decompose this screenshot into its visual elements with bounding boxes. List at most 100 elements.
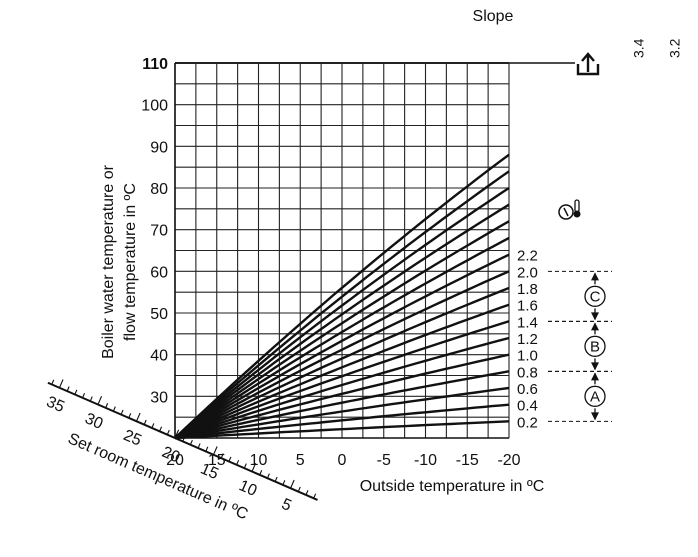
heating-curve-3.2 [174, 170, 510, 439]
y-tick-label: 30 [150, 389, 168, 406]
room-axis-tick [135, 412, 141, 422]
max-flow-temperature-icon [576, 52, 600, 76]
x-tick-label: 0 [338, 452, 347, 469]
room-axis-tick [228, 456, 232, 462]
heating-curve-2.8 [174, 203, 510, 439]
room-axis-tick [51, 379, 55, 385]
slope-labels: 3.43.23.02.82.62.42.22.01.81.61.41.21.00… [517, 38, 682, 431]
room-axis-tick [266, 473, 270, 479]
x-axis-ticks: 20 15 10 5 0 -5 -10 -15 -20 [166, 452, 521, 469]
room-axis-tick [166, 429, 170, 435]
room-axis-tick [189, 439, 193, 445]
slope-label-top: 3.2 [666, 38, 682, 58]
room-axis-tick [313, 493, 317, 499]
heating-curve-0.4 [174, 403, 510, 440]
range-arrowhead [591, 272, 599, 281]
x-tick-label: -20 [497, 452, 520, 469]
room-axis-tick [220, 453, 224, 459]
room-axis-tick [205, 446, 209, 452]
room-tick-label: 20 [159, 444, 182, 467]
slope-label-right: 1.6 [517, 298, 538, 315]
slope-label-right: 2.0 [517, 264, 538, 281]
heating-curve-1.8 [174, 286, 510, 440]
x-tick-label: -15 [456, 452, 479, 469]
heating-curve-1.0 [174, 353, 510, 440]
room-axis-tick [297, 486, 301, 492]
range-marker-circle [584, 335, 606, 357]
slope-label-right: 2.2 [517, 248, 538, 265]
heating-curves [174, 153, 510, 440]
room-axis-tick [305, 490, 309, 496]
slope-label-right: 0.6 [517, 381, 538, 398]
room-axis-tick [290, 479, 295, 489]
heating-curve-2.4 [174, 236, 510, 439]
x-tick-label: 5 [296, 452, 305, 469]
range-marker-label: B [590, 338, 600, 355]
y-tick-label: 70 [150, 223, 168, 240]
heating-curve-2.2 [174, 253, 510, 440]
range-marker-circle [584, 285, 606, 307]
room-axis-tick [82, 393, 86, 399]
room-thermostat-icon [558, 199, 581, 220]
chart-grid [174, 62, 575, 439]
room-axis-tick [174, 429, 180, 439]
room-tick-label: 15 [198, 460, 221, 483]
room-tick-label: 35 [44, 393, 67, 416]
room-axis-tick [58, 379, 64, 388]
range-arrowhead [591, 312, 599, 321]
room-tick-label: 25 [121, 427, 144, 450]
room-axis-tick [143, 419, 147, 425]
y-tick-label: 60 [150, 264, 168, 281]
room-axis-tick [236, 459, 240, 466]
slope-label-right: 0.4 [517, 398, 538, 415]
room-axis-tick [128, 413, 132, 419]
room-axis-tick [213, 446, 218, 455]
room-axis-tick [243, 463, 247, 469]
heating-curve-0.2 [174, 420, 510, 440]
room-axis-tick [274, 476, 278, 482]
room-tick-label: 5 [279, 496, 294, 515]
range-arrowhead [591, 412, 599, 421]
room-axis-tick [259, 470, 263, 476]
range-marker-label: C [590, 288, 601, 305]
heating-curve-1.6 [174, 303, 510, 440]
room-temperature-axis: 35 30 25 20 15 10 5 [44, 379, 318, 515]
y-axis-ticks: 30 40 50 60 70 80 90 100 110 [141, 56, 168, 406]
room-axis-label: Set room temperature in ºC [65, 430, 250, 523]
slope-label-right: 1.0 [517, 348, 538, 365]
heating-curve-1.4 [174, 320, 510, 440]
y-tick-label: 40 [150, 348, 168, 365]
slope-label-right: 0.2 [517, 414, 538, 431]
room-axis-tick [182, 436, 186, 442]
slope-label-top: 3.4 [631, 38, 647, 58]
slope-label-right: 1.2 [517, 331, 538, 348]
y-tick-label: 110 [142, 56, 168, 73]
slope-ranges: C B A [548, 270, 612, 422]
heating-curve-0.8 [174, 370, 510, 440]
x-tick-label: 15 [208, 452, 226, 469]
y-tick-label: 90 [150, 139, 168, 156]
range-arrowhead [591, 362, 599, 371]
heating-curve-3.4 [174, 153, 510, 439]
x-tick-label: -5 [377, 452, 391, 469]
room-axis-tick [197, 443, 201, 449]
range-marker-circle [584, 385, 606, 407]
room-tick-label: 10 [236, 477, 259, 500]
room-tick-label: 30 [82, 410, 105, 433]
y-axis-label-line1: Boiler water temperature or [100, 164, 117, 359]
x-axis-label: Outside temperature in ºC [360, 478, 545, 495]
heating-curve-0.6 [174, 386, 510, 440]
x-tick-label: 20 [166, 452, 184, 469]
slope-label-right: 0.8 [517, 364, 538, 381]
x-tick-label: 10 [250, 452, 268, 469]
y-tick-label: 50 [150, 306, 168, 323]
room-axis-tick [282, 480, 286, 486]
y-axis-label-line2: flow temperature in ºC [122, 183, 139, 341]
y-tick-label: 100 [141, 98, 168, 115]
slope-label-right: 1.8 [517, 281, 538, 298]
room-axis-tick [251, 463, 257, 472]
chart-title: Slope [473, 8, 514, 25]
room-axis-tick [112, 406, 116, 412]
range-marker-label: A [590, 388, 600, 405]
